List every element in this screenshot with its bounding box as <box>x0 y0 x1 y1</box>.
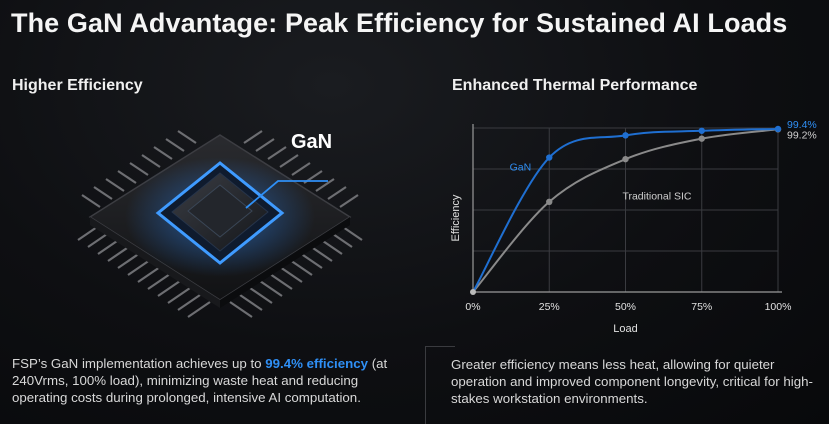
right-description: Greater efficiency means less heat, allo… <box>451 357 813 406</box>
decorative-frame <box>425 346 455 424</box>
gan-leader-line <box>245 180 328 209</box>
data-point-sic <box>698 135 705 142</box>
series-label-sic: Traditional SIC <box>622 190 691 202</box>
chart-series: 99.2%99.4% GaN Traditional SIC <box>470 119 817 295</box>
gan-chip-illustration <box>77 130 363 318</box>
data-point-gan <box>774 125 782 133</box>
left-description-before: FSP’s GaN implementation achieves up to <box>12 356 266 371</box>
x-tick-label: 100% <box>765 301 792 313</box>
left-description: FSP’s GaN implementation achieves up to … <box>12 355 412 406</box>
efficiency-highlight: 99.4% efficiency <box>265 356 369 371</box>
y-axis-label: Efficiency <box>450 194 462 241</box>
gan-chip-label: GaN <box>291 131 333 153</box>
chart-axes <box>472 124 782 293</box>
data-point-sic <box>546 198 553 205</box>
series-label-gan: GaN <box>510 162 532 174</box>
end-value-sic: 99.2% <box>787 129 817 141</box>
origin-point <box>470 289 476 295</box>
page-title: The GaN Advantage: Peak Efficiency for S… <box>11 8 788 38</box>
left-description-after: (at 240Vrms, 100% load), minimizing wast… <box>12 356 388 405</box>
chip-pins <box>77 130 363 318</box>
chart-ticks: 0% 25% 50% 75% 100% <box>465 301 791 313</box>
x-tick-label: 75% <box>691 301 712 313</box>
x-tick-label: 25% <box>539 301 560 313</box>
higher-efficiency-heading: Higher Efficiency <box>12 77 143 94</box>
x-tick-label: 0% <box>465 301 480 313</box>
thermal-performance-heading: Enhanced Thermal Performance <box>452 77 698 94</box>
data-point-gan <box>546 154 553 161</box>
end-value-gan: 99.4% <box>787 119 817 131</box>
efficiency-chart: 99.2%99.4% GaN Traditional SIC 0% 25% 50% 75%… <box>450 119 817 335</box>
data-point-gan <box>622 132 629 139</box>
series-line-gan <box>472 127 779 293</box>
series-line-sic <box>472 128 779 293</box>
chart-grid <box>473 127 779 292</box>
data-point-sic <box>622 155 629 163</box>
x-tick-label: 50% <box>615 301 636 313</box>
data-point-gan <box>698 127 705 134</box>
x-axis-label: Load <box>613 323 637 335</box>
